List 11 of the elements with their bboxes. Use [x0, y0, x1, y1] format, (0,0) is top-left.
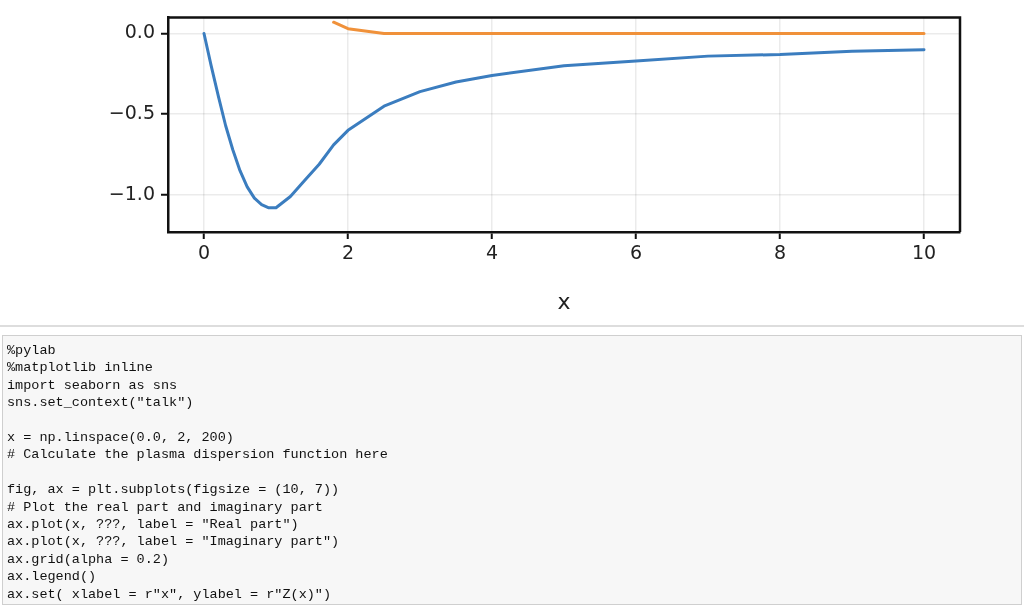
y-tick-label: 0.0: [124, 20, 155, 43]
x-tick-label: 6: [629, 241, 643, 264]
x-tick-label: 10: [911, 241, 937, 264]
x-tick-label: 0: [197, 241, 211, 264]
x-axis-title: x: [557, 288, 571, 314]
y-tick-label: −0.5: [108, 101, 155, 124]
y-tick-label: −1.0: [108, 181, 155, 204]
x-tick-label: 4: [485, 241, 499, 264]
x-tick-label: 8: [773, 241, 787, 264]
x-tick-label: 2: [341, 241, 355, 264]
code-cell: %pylab %matplotlib inline import seaborn as sns sns.set_context("talk") x = np.linspace(0.0, 2, 200) # Calculate the plasma dispersion function here fig, ax = plt.subplots(figsize = (10, 7)) # Plot the real part and imaginary part ax.plot(x, ???, label = "Real part") ax.plot(x, ???, label = "Imaginary part") ax.grid(alpha = 0.2) ax.legend() ax.set( xlabel = r"x", ylabel = r"Z(x)"): [2, 335, 1022, 605]
